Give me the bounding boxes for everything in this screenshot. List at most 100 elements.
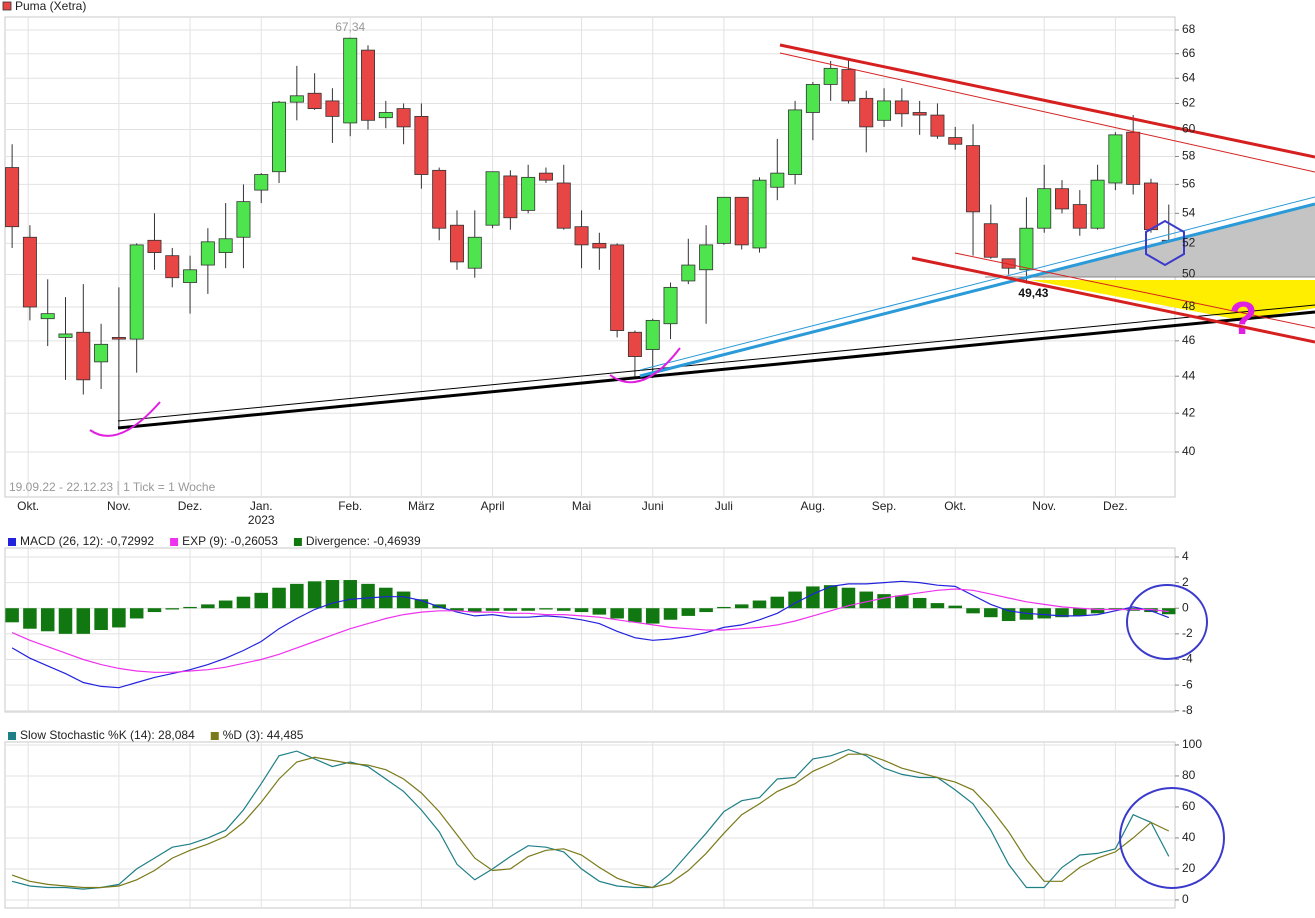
candle-body	[1019, 227, 1034, 271]
bar	[343, 580, 357, 609]
x-tick-label: Juli	[715, 499, 733, 513]
bar	[556, 608, 571, 611]
panel	[4, 16, 1176, 498]
y-tick-label: 48	[1182, 299, 1196, 313]
candle-body	[681, 264, 696, 282]
bar	[40, 608, 55, 632]
line-series	[11, 580, 1170, 689]
bar	[290, 583, 304, 609]
y-tick-label: 60	[1182, 122, 1196, 136]
bar	[485, 608, 500, 611]
drawings	[89, 43, 1315, 889]
y-tick-label: 0	[1182, 600, 1189, 614]
candle-body	[574, 226, 589, 246]
y-tick-label: 20	[1182, 861, 1196, 875]
x-tick-label: Sep.	[872, 499, 897, 513]
candle-body	[645, 319, 660, 350]
bar	[396, 591, 411, 609]
trend-line	[639, 202, 1315, 378]
x-tick-label: Okt.	[944, 499, 966, 513]
bar	[663, 608, 678, 620]
candle-body	[183, 269, 198, 283]
legend-swatch	[8, 732, 16, 740]
x-tick-label: Nov.	[107, 499, 131, 513]
y-tick-label: 62	[1182, 96, 1196, 110]
bar	[450, 608, 464, 611]
y-tick-label: 58	[1182, 149, 1196, 163]
bar	[628, 608, 642, 623]
bar	[592, 608, 607, 615]
bar	[1019, 608, 1034, 620]
legend-swatch	[2, 1, 12, 11]
line-series	[11, 588, 1169, 673]
y-tick-label: -4	[1182, 652, 1193, 666]
candle-body	[627, 331, 642, 357]
y-tick-label: 80	[1182, 768, 1196, 782]
candle-body	[663, 286, 678, 325]
legend-swatch	[8, 538, 16, 546]
candle-body	[414, 115, 429, 175]
candle-body	[325, 100, 340, 117]
highlight-curve	[609, 347, 681, 384]
y-tick-label: 42	[1182, 405, 1196, 419]
candle-body	[147, 239, 162, 253]
candle-body	[805, 84, 820, 113]
candle-body	[521, 176, 536, 211]
y-tick-label: 50	[1182, 267, 1196, 281]
bar	[147, 608, 162, 613]
bar	[201, 604, 215, 609]
candle-body	[770, 172, 785, 188]
bar	[1108, 608, 1123, 610]
line-series	[11, 753, 1170, 889]
bar	[717, 606, 731, 609]
y-tick-label: 44	[1182, 368, 1196, 382]
y-tick-label: 2	[1182, 575, 1189, 589]
x-tick-label: Feb.	[338, 499, 362, 513]
candle-body	[699, 244, 714, 271]
candle-body	[1090, 179, 1105, 229]
candle-body	[948, 137, 963, 145]
trend-line	[954, 252, 1315, 329]
bar	[1073, 608, 1087, 616]
footnote: 19.09.22 - 22.12.23	[9, 480, 113, 494]
candle-body	[289, 95, 304, 103]
y-tick-label: 46	[1182, 333, 1196, 347]
candle-body	[129, 244, 144, 340]
bar	[183, 606, 197, 609]
y-tick-label: -2	[1182, 626, 1193, 640]
candle-body	[218, 238, 233, 253]
candle-body	[734, 196, 749, 246]
bar	[521, 608, 535, 611]
bar	[823, 585, 838, 609]
candle-body	[485, 171, 500, 226]
candle-body	[5, 167, 20, 228]
bar	[806, 586, 820, 609]
legend-swatch	[210, 732, 219, 740]
y-tick-label: -8	[1182, 703, 1193, 717]
bar	[361, 583, 375, 609]
legend-label: EXP (9): -0,26053	[182, 534, 278, 548]
bar	[112, 608, 126, 628]
y-tick-label: 54	[1182, 206, 1196, 220]
bar	[503, 608, 518, 611]
bar	[1037, 608, 1051, 619]
legend-label: Divergence: -0,46939	[306, 534, 421, 548]
bar	[984, 608, 998, 618]
candle-body	[254, 174, 269, 191]
trend-line	[779, 43, 1315, 159]
candle-body	[40, 313, 55, 320]
candle-body	[503, 175, 518, 219]
candle-body	[1001, 258, 1016, 269]
bar	[841, 587, 856, 609]
bar	[272, 587, 286, 609]
bar	[948, 605, 962, 609]
circle-marker	[1119, 787, 1225, 889]
bar	[734, 604, 749, 609]
x-tick-label: April	[481, 499, 505, 513]
candle-body	[1072, 204, 1087, 229]
candle-body	[877, 100, 892, 121]
annotation: 67,34	[335, 20, 365, 34]
y-tick-label: -6	[1182, 677, 1193, 691]
bar	[859, 591, 874, 609]
x-tick-label: Jan.	[250, 499, 273, 513]
